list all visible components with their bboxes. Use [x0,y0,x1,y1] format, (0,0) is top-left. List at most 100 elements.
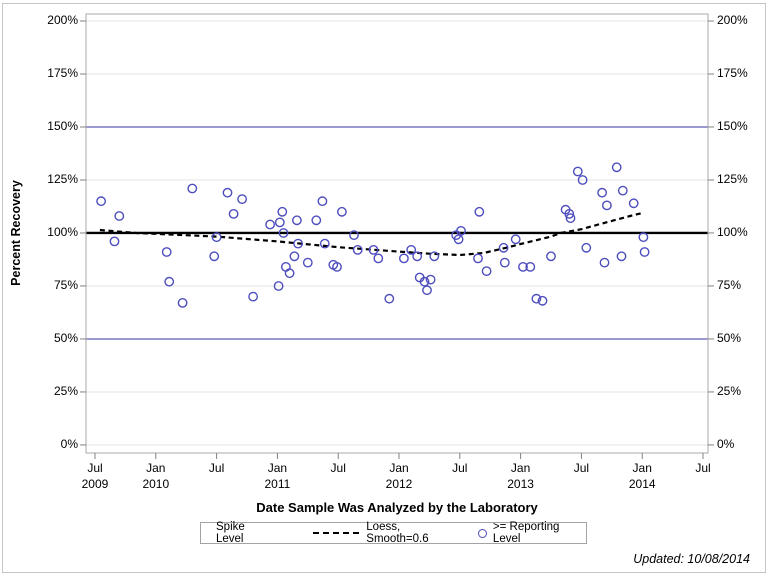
legend-loess-label: Loess, Smooth=0.6 [366,521,429,545]
x-tick-label-Jul: Jul [573,461,590,475]
x-tick-label-Jul2009: Jul 2009 [81,461,109,491]
scatter-point [639,247,650,257]
y-tick-label-left-25%: 25% [53,384,78,399]
scatter-point [368,244,379,255]
scatter-point [481,266,492,276]
scatter-point [518,261,528,272]
scatter-point [336,206,347,217]
scatter-point [406,244,417,255]
loess-dashed-line-swatch [313,532,360,534]
x-tick-label-Jan2012: Jan 2012 [385,461,413,491]
scatter-point [565,213,576,224]
scatter-point [280,261,291,272]
x-tick-label-Jan2014: Jan 2014 [628,461,656,491]
y-tick-label-left-125%: 125% [47,172,78,187]
scatter-point [319,238,330,249]
legend-reporting-label: >= Reporting Level [492,521,560,545]
scatter-point [332,261,342,272]
y-tick-label-right-0%: 0% [717,437,735,452]
scatter-point [311,215,322,226]
y-tick-label-right-200%: 200% [717,13,748,28]
y-tick-label-left-50%: 50% [53,331,78,346]
scatter-point [499,257,510,268]
y-tick-label-left-0%: 0% [60,437,78,452]
scatter-point [419,276,430,287]
scatter-point [273,281,284,291]
scatter-point [284,268,295,279]
scatter-point [177,297,188,308]
y-tick-label-right-75%: 75% [717,278,742,293]
y-axis-title: Percent Recovery [9,180,23,286]
scatter-point [265,219,275,230]
scatter-point [291,215,302,226]
scatter-point [498,242,509,253]
scatter-point [581,242,592,253]
scatter-point [349,230,359,241]
scatter-point [161,247,172,257]
scatter-point [546,251,556,262]
x-tick-label-Jul: Jul [695,461,711,475]
scatter-point [531,293,542,304]
scatter-point [109,236,120,247]
y-tick-label-right-125%: 125% [717,172,748,187]
y-tick-label-right-25%: 25% [717,384,742,399]
scatter-point [96,196,107,207]
y-tick-label-right-100%: 100% [717,225,748,240]
loess-curve [99,212,642,257]
x-tick-label-Jul: Jul [330,461,346,475]
x-axis-title: Date Sample Was Analyzed by the Laborato… [256,500,538,515]
scatter-point [429,251,440,262]
scatter-point [611,162,622,173]
scatter-point [616,251,627,262]
y-tick-label-right-175%: 175% [717,66,748,81]
y-tick-label-left-200%: 200% [47,13,78,28]
scatter-point [628,198,639,209]
chart-legend: Spike Level Loess, Smooth=0.6 >= Reporti… [200,521,587,545]
scatter-point [211,232,222,243]
scatter-point [289,251,300,262]
scatter-point [317,196,328,207]
scatter-point [384,293,395,304]
scatter-point [602,200,612,211]
scatter-point [228,208,239,219]
scatter-point [597,187,607,198]
scatter-point [277,206,288,217]
plot-border [85,13,709,454]
x-tick-label-Jan2013: Jan 2013 [507,461,534,491]
scatter-point [209,251,220,262]
scatter-point [237,194,248,205]
scatter-point [164,276,175,287]
scatter-point [187,183,198,194]
scatter-point [114,211,125,221]
y-tick-label-left-75%: 75% [53,278,78,293]
scatter-point [617,185,628,196]
y-tick-label-right-50%: 50% [717,331,742,346]
scatter-point [510,234,521,245]
y-tick-label-left-150%: 150% [47,119,78,134]
legend-item-reporting-level: >= Reporting Level [461,521,586,545]
scatter-point [293,238,303,249]
updated-note: Updated: 10/08/2014 [633,552,750,566]
x-tick-label-Jul: Jul [208,461,225,475]
scatter-point [425,274,436,285]
scatter-point [373,253,384,264]
scatter-point [412,251,423,262]
y-tick-label-left-175%: 175% [47,66,78,81]
scatter-point [274,217,285,228]
y-tick-label-left-100%: 100% [47,225,78,240]
scatter-point [398,253,409,264]
scatter-point [248,291,259,302]
scatter-point [456,225,466,236]
scatter-point [577,175,588,185]
y-tick-label-right-150%: 150% [717,119,748,134]
scatter-point [302,257,313,268]
scatter-point [352,244,363,255]
scatter-point [222,187,233,198]
scatter-point [278,228,289,238]
x-tick-label-Jan2011: Jan 2011 [264,461,291,491]
legend-title-spike-level: Spike Level [216,521,245,545]
scatter-point [599,257,610,268]
scatter-point [422,285,432,296]
